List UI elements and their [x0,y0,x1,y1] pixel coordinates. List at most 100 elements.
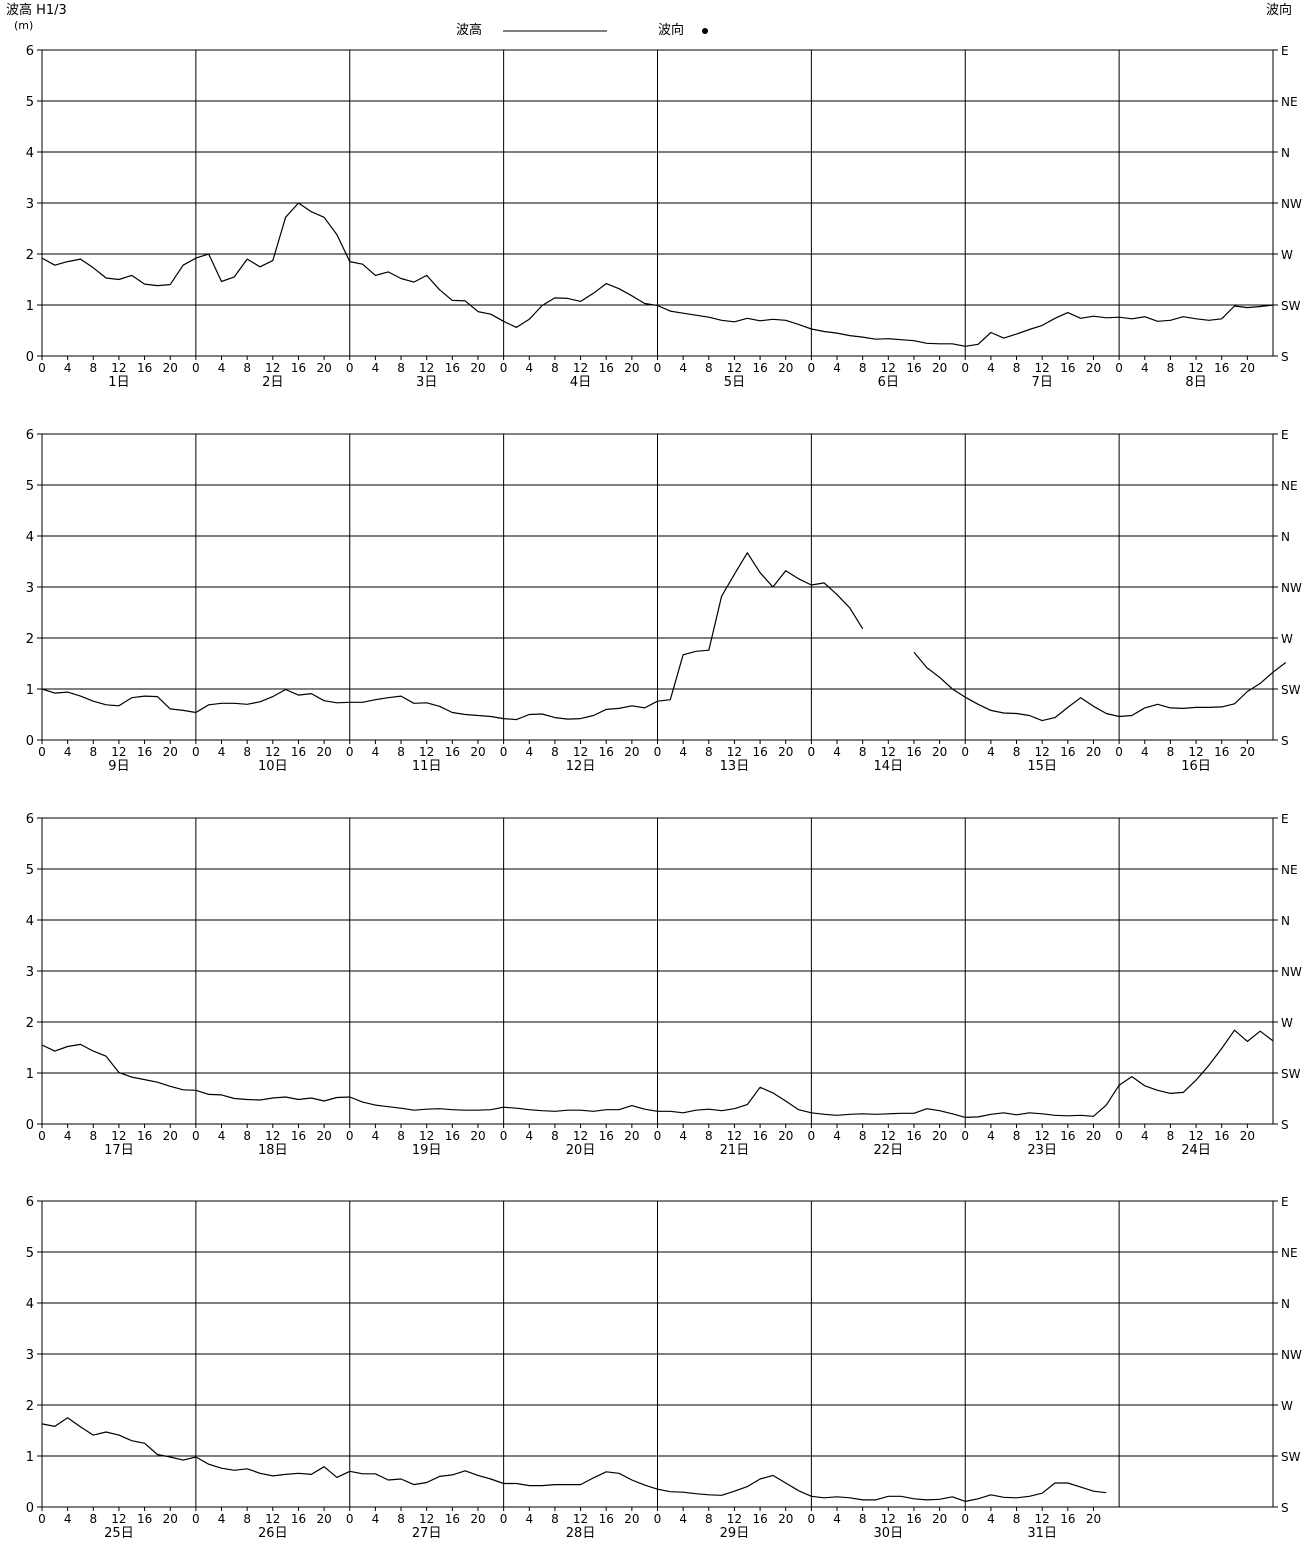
x-tick-label: 4 [372,1512,380,1526]
y-tick-label: 5 [26,479,34,494]
y-tick-label: 4 [26,146,34,161]
x-tick-label: 0 [961,1512,969,1526]
x-tick-label: 4 [64,745,72,759]
day-label: 9日 [108,759,129,774]
y-tick-label: 4 [26,530,34,545]
x-tick-label: 8 [705,361,713,375]
direction-tick-label: N [1281,1297,1290,1311]
y-tick-label: 4 [26,914,34,929]
x-tick-label: 0 [808,361,816,375]
x-tick-label: 0 [346,1512,354,1526]
day-label: 10日 [258,759,288,774]
x-tick-label: 8 [859,745,867,759]
x-tick-label: 8 [1013,1512,1021,1526]
x-tick-label: 8 [243,745,251,759]
x-tick-label: 16 [137,745,152,759]
x-tick-label: 8 [705,1512,713,1526]
x-tick-label: 0 [1115,745,1123,759]
direction-tick-label: SW [1281,683,1301,697]
x-tick-label: 12 [573,1512,588,1526]
x-tick-label: 8 [243,1512,251,1526]
direction-tick-label: S [1281,1118,1289,1132]
x-tick-label: 4 [218,1512,226,1526]
x-tick-label: 8 [89,361,97,375]
direction-tick-label: NW [1281,965,1302,979]
day-label: 31日 [1027,1526,1057,1541]
wave-height-line [913,651,1287,722]
day-label: 27日 [412,1526,442,1541]
day-label: 18日 [258,1143,288,1158]
x-tick-label: 20 [163,1512,178,1526]
x-tick-label: 8 [243,361,251,375]
y-axis-label: 波高 H1/3 [6,3,67,18]
x-tick-label: 8 [397,1512,405,1526]
x-tick-label: 4 [1141,361,1149,375]
x-tick-label: 8 [1013,745,1021,759]
x-tick-label: 20 [470,745,485,759]
x-tick-label: 8 [89,745,97,759]
x-tick-label: 4 [525,361,533,375]
y-tick-label: 6 [26,812,34,827]
direction-tick-label: E [1281,812,1289,826]
x-tick-label: 12 [881,1512,896,1526]
x-tick-label: 12 [265,745,280,759]
x-tick-label: 4 [64,1512,72,1526]
x-tick-label: 12 [419,1129,434,1143]
x-tick-label: 0 [808,1129,816,1143]
x-tick-label: 4 [1141,745,1149,759]
x-tick-label: 8 [1167,361,1175,375]
day-label: 15日 [1027,759,1057,774]
x-tick-label: 4 [679,1512,687,1526]
x-tick-label: 12 [881,1129,896,1143]
x-tick-label: 8 [1013,1129,1021,1143]
y-tick-label: 1 [26,299,34,314]
day-label: 11日 [412,759,442,774]
x-tick-label: 8 [1167,1129,1175,1143]
x-tick-label: 20 [624,745,639,759]
x-tick-label: 12 [265,1512,280,1526]
x-tick-label: 12 [727,1512,742,1526]
x-tick-label: 12 [727,361,742,375]
x-tick-label: 16 [752,1129,767,1143]
y-tick-label: 3 [26,965,34,980]
x-tick-label: 16 [445,361,460,375]
direction-tick-label: S [1281,350,1289,364]
y-tick-label: 6 [26,428,34,443]
x-tick-label: 16 [1060,1129,1075,1143]
x-tick-label: 16 [599,1129,614,1143]
x-tick-label: 4 [525,745,533,759]
x-tick-label: 4 [833,1129,841,1143]
x-tick-label: 0 [500,361,508,375]
direction-tick-label: SW [1281,299,1301,313]
x-tick-label: 0 [38,1129,46,1143]
x-tick-label: 20 [932,1129,947,1143]
x-tick-label: 0 [346,361,354,375]
x-tick-label: 4 [525,1512,533,1526]
y-tick-label: 6 [26,44,34,59]
direction-tick-label: NE [1281,95,1298,109]
x-tick-label: 16 [599,1512,614,1526]
day-label: 13日 [720,759,750,774]
day-label: 8日 [1185,375,1206,390]
x-tick-label: 20 [470,1512,485,1526]
x-tick-label: 8 [551,1129,559,1143]
x-tick-label: 4 [987,361,995,375]
direction-tick-label: NW [1281,1348,1302,1362]
x-tick-label: 20 [1086,361,1101,375]
x-tick-label: 12 [573,361,588,375]
x-tick-label: 20 [1240,1129,1255,1143]
direction-tick-label: E [1281,1195,1289,1209]
direction-tick-label: E [1281,44,1289,58]
x-tick-label: 16 [291,745,306,759]
x-tick-label: 4 [987,1129,995,1143]
x-tick-label: 0 [961,361,969,375]
direction-tick-label: NW [1281,197,1302,211]
x-tick-label: 12 [1035,745,1050,759]
x-tick-label: 20 [778,1129,793,1143]
x-tick-label: 16 [906,745,921,759]
x-tick-label: 0 [654,1129,662,1143]
x-tick-label: 0 [808,745,816,759]
x-tick-label: 12 [1035,1512,1050,1526]
direction-tick-label: W [1281,1016,1293,1030]
direction-axis-label: 波向 [1266,3,1293,18]
